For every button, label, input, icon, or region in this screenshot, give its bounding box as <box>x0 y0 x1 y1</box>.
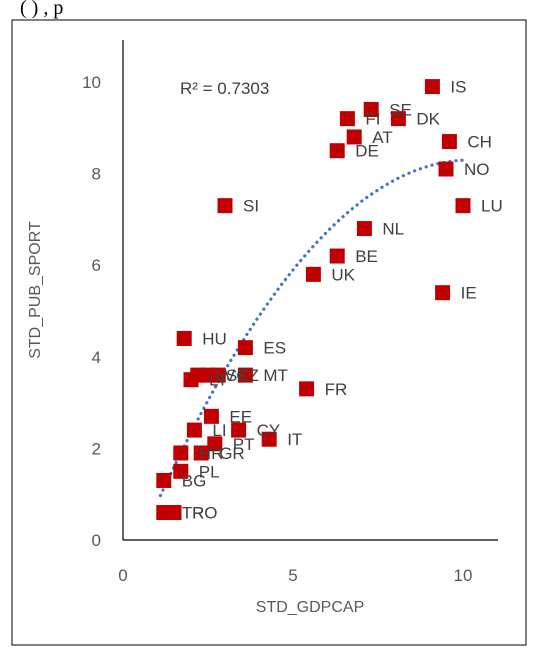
data-point-si <box>217 198 233 214</box>
data-point-no <box>438 161 454 177</box>
data-label-ee: EE <box>229 407 252 426</box>
data-label-it: IT <box>287 430 302 449</box>
data-point-lu <box>455 198 471 214</box>
data-label-lt: LT <box>209 371 228 390</box>
data-label-cz: CZ <box>236 366 259 385</box>
data-label-de: DE <box>355 142 379 161</box>
y-tick-labels: 0 2 4 6 8 10 <box>82 73 101 550</box>
data-label-no: NO <box>464 160 490 179</box>
data-label-lv: LV <box>216 366 236 385</box>
data-point-de <box>329 143 345 159</box>
data-label-tr: TR <box>182 504 205 523</box>
data-point-it <box>261 431 277 447</box>
data-point-se <box>363 101 379 117</box>
y-tick-label: 10 <box>82 73 101 92</box>
data-point-cy <box>231 422 247 438</box>
data-label-ro: RO <box>192 504 218 523</box>
x-tick-labels: 0 5 10 <box>118 566 472 585</box>
data-point-be <box>329 248 345 264</box>
data-point-ie <box>435 285 451 301</box>
data-label-is: IS <box>450 78 466 97</box>
data-points <box>156 79 471 521</box>
data-label-fi: FI <box>365 110 380 129</box>
data-point-fr <box>299 381 315 397</box>
data-label-ch: CH <box>467 133 492 152</box>
data-point-fi <box>339 111 355 127</box>
data-point-es <box>237 340 253 356</box>
data-label-es: ES <box>263 339 286 358</box>
y-tick-label: 4 <box>92 348 101 367</box>
data-point-dk <box>390 111 406 127</box>
data-label-uk: UK <box>331 265 355 284</box>
y-tick-label: 8 <box>92 165 101 184</box>
x-tick-label: 5 <box>288 566 297 585</box>
data-label-sk: SK <box>226 366 249 385</box>
y-tick-label: 2 <box>92 439 101 458</box>
data-point-hu <box>176 330 192 346</box>
data-label-fr: FR <box>325 380 348 399</box>
y-axis-title: STD_PUB_SPORT <box>27 221 44 359</box>
data-label-lu: LU <box>481 197 503 216</box>
data-label-pt: PT <box>233 435 255 454</box>
data-point-nl <box>356 221 372 237</box>
data-label-ie: IE <box>461 284 477 303</box>
data-point-bg <box>156 472 172 488</box>
y-tick-label: 6 <box>92 256 101 275</box>
data-label-nl: NL <box>382 220 404 239</box>
data-point-mt <box>237 367 253 383</box>
data-label-pl: PL <box>199 462 220 481</box>
data-point-is <box>424 79 440 95</box>
data-label-se: SE <box>389 100 412 119</box>
x-axis-title: STD_GDPCAP <box>256 599 364 616</box>
data-point-ro <box>166 505 182 521</box>
data-label-gr: GR <box>219 444 245 463</box>
data-point-gr <box>193 445 209 461</box>
cut-off-caption-text: ( ) , p <box>20 0 63 19</box>
y-tick-label: 0 <box>92 531 101 550</box>
data-label-li: LI <box>212 421 226 440</box>
data-point-uk <box>305 266 321 282</box>
data-label-mt: MT <box>263 366 288 385</box>
r-squared-annotation: R² = 0.7303 <box>180 79 269 98</box>
data-point-pt <box>207 436 223 452</box>
data-point-hr <box>173 445 189 461</box>
data-point-ch <box>441 134 457 150</box>
data-label-hr: HR <box>199 444 224 463</box>
data-point-li <box>186 422 202 438</box>
data-label-be: BE <box>355 247 378 266</box>
data-point-at <box>346 129 362 145</box>
data-label-at: AT <box>372 128 392 147</box>
data-label-hu: HU <box>202 329 227 348</box>
x-tick-label: 10 <box>454 566 473 585</box>
data-label-cy: CY <box>257 421 281 440</box>
data-label-dk: DK <box>416 110 440 129</box>
data-point-pl <box>173 463 189 479</box>
data-point-lt <box>183 372 199 388</box>
data-label-bg: BG <box>182 471 207 490</box>
x-tick-label: 0 <box>118 566 127 585</box>
chart-border <box>11 19 527 646</box>
data-label-si: SI <box>243 197 259 216</box>
data-point-ee <box>203 408 219 424</box>
